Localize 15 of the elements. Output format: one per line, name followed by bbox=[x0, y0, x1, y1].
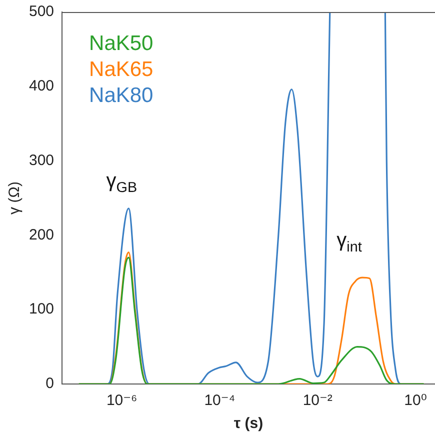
x-axis-title: τ (s) bbox=[234, 415, 264, 432]
text: NaK80 bbox=[89, 84, 154, 107]
y-tick-label: 400 bbox=[28, 78, 54, 95]
y-tick-label: 500 bbox=[28, 3, 54, 20]
text: NaK50 bbox=[89, 32, 154, 55]
y-axis-title: γ (Ω) bbox=[6, 182, 24, 214]
y-tick-label: 0 bbox=[46, 375, 54, 392]
x-tick-label: 10⁻⁶ bbox=[106, 392, 138, 410]
x-tick-label: 10⁻⁴ bbox=[204, 392, 236, 410]
x-tick-label: 10⁰ bbox=[404, 392, 427, 410]
y-tick-label: 100 bbox=[28, 300, 54, 318]
y-tick-label: 200 bbox=[28, 226, 54, 244]
y-tick-label: 300 bbox=[28, 152, 54, 169]
text: NaK65 bbox=[89, 58, 154, 81]
x-tick-label: 10⁻² bbox=[302, 392, 332, 410]
